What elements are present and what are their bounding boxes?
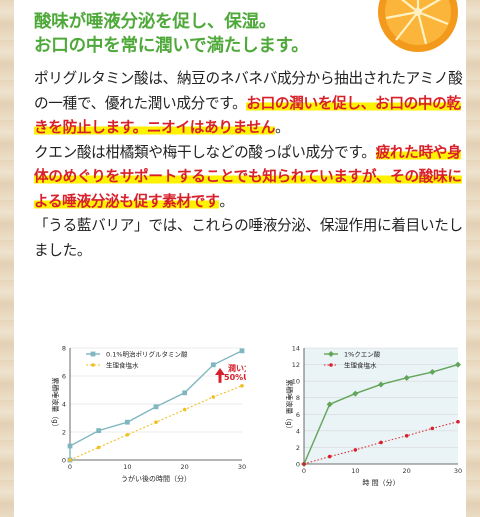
legend-label: 1%クエン酸 xyxy=(344,350,381,359)
x-axis-label: 時 間（分） xyxy=(362,478,399,487)
data-point xyxy=(327,454,332,459)
content-card: 酸味が唾液分泌を促し、保湿。 お口の中を常に潤いで満たします。 ポリグルタミン酸… xyxy=(14,0,466,517)
data-point xyxy=(153,404,159,410)
chart-polyglutamic-acid: 0 2 4 6 8 0 10 20 30 うがい後の時間（分） 累積唾液量（g） 0.1%明治ポリグル… xyxy=(51,345,246,484)
data-point xyxy=(455,361,461,368)
y-tick-label: 2 xyxy=(62,429,66,437)
body-text: ポリグルタミン酸は、納豆のネバネバ成分から抽出されたアミノ酸の一種で、優れた潤い… xyxy=(34,67,470,263)
y-tick-label: 10 xyxy=(292,378,300,386)
paragraph-citric-acid: クエン酸は柑橘類や梅干しなどの酸っぱい成分です。疲れた時や身体のめぐりをサポート… xyxy=(34,141,470,215)
x-tick-label: 30 xyxy=(238,463,246,471)
page-headline: 酸味が唾液分泌を促し、保湿。 お口の中を常に潤いで満たします。 xyxy=(34,10,394,58)
y-axis-label: 累積唾液量（g） xyxy=(285,379,294,432)
paragraph-2-text: クエン酸は柑橘類や梅干しなどの酸っぱい成分です。 xyxy=(34,143,376,161)
x-tick-label: 10 xyxy=(351,467,359,475)
data-point xyxy=(124,419,130,425)
x-tick-label: 20 xyxy=(403,467,411,475)
legend-marker xyxy=(91,363,95,367)
data-point xyxy=(378,381,384,388)
data-point xyxy=(96,428,102,433)
legend-label: 生理食塩水 xyxy=(344,361,377,370)
y-tick-label: 4 xyxy=(62,401,66,409)
data-point xyxy=(326,401,333,408)
data-point xyxy=(211,395,216,399)
x-tick-label: 30 xyxy=(454,467,462,475)
chart-citric-acid: 0 2 4 6 8 10 12 14 0 10 20 30 時 間（分） 累積唾液量（g） 1%クエン酸生理… xyxy=(285,345,462,488)
paragraph-polyglutamic-acid: ポリグルタミン酸は、納豆のネバネバ成分から抽出されたアミノ酸の一種で、優れた潤い… xyxy=(34,67,470,141)
y-tick-label: 6 xyxy=(62,373,66,381)
headline-line-2: お口の中を常に潤いで満たします。 xyxy=(34,36,309,56)
data-point xyxy=(68,458,72,462)
data-point xyxy=(404,434,409,438)
y-tick-label: 8 xyxy=(296,394,300,402)
y-tick-label: 6 xyxy=(296,411,300,419)
paragraph-product: 「うる藍バリア」では、これらの唾液分泌、保湿作用に着目いたしました。 xyxy=(34,217,463,259)
wood-background-left xyxy=(0,0,14,517)
legend-marker xyxy=(328,351,334,357)
y-axis-label: 累積唾液量（g） xyxy=(51,377,60,430)
x-axis-label: うがい後の時間（分） xyxy=(121,474,191,483)
y-tick-label: 0 xyxy=(296,461,300,469)
callout-label-2: 50%UP xyxy=(224,373,246,382)
callout-label-1: 潤い力 xyxy=(228,363,246,373)
data-point xyxy=(154,420,158,424)
data-point xyxy=(429,369,436,376)
legend-label: 0.1%明治ポリグルタミン酸 xyxy=(106,350,188,359)
data-point xyxy=(96,445,101,450)
data-point xyxy=(182,407,187,412)
data-point xyxy=(456,419,460,424)
headline-line-1: 酸味が唾液分泌を促し、保湿。 xyxy=(34,12,277,32)
x-tick-label: 0 xyxy=(302,467,306,475)
data-point xyxy=(125,433,130,437)
wood-background-right xyxy=(466,0,480,517)
legend-marker xyxy=(329,363,333,367)
x-tick-label: 10 xyxy=(123,463,131,471)
y-tick-label: 4 xyxy=(296,427,300,435)
legend-marker xyxy=(90,351,96,357)
data-point xyxy=(353,448,358,452)
data-point xyxy=(302,462,306,466)
paragraph-1-end: 。 xyxy=(275,119,290,136)
y-tick-label: 2 xyxy=(296,444,300,452)
data-point xyxy=(240,384,244,388)
y-tick-label: 0 xyxy=(62,457,66,465)
data-point xyxy=(239,348,245,354)
data-point xyxy=(403,374,410,381)
data-point xyxy=(67,443,73,449)
paragraph-2-end: 。 xyxy=(219,192,234,210)
data-point xyxy=(182,390,188,396)
series-line-1 xyxy=(69,350,243,460)
data-point xyxy=(379,440,383,445)
y-tick-label: 12 xyxy=(292,361,300,369)
data-point xyxy=(430,426,435,431)
orange-illustration xyxy=(378,0,458,52)
legend-label: 生理食塩水 xyxy=(106,361,139,370)
paragraph-1-text: ポリグルタミン酸は、納豆のネバネバ成分から抽出されたアミノ酸の一種で、優れた潤い… xyxy=(34,70,463,112)
plot-area xyxy=(304,348,458,464)
data-point xyxy=(352,390,359,397)
callout-arrow-head xyxy=(215,368,225,375)
x-tick-label: 0 xyxy=(68,463,72,471)
data-point xyxy=(210,362,216,368)
y-tick-label: 8 xyxy=(62,345,66,353)
y-tick-label: 14 xyxy=(292,345,300,353)
x-tick-label: 20 xyxy=(181,463,189,471)
